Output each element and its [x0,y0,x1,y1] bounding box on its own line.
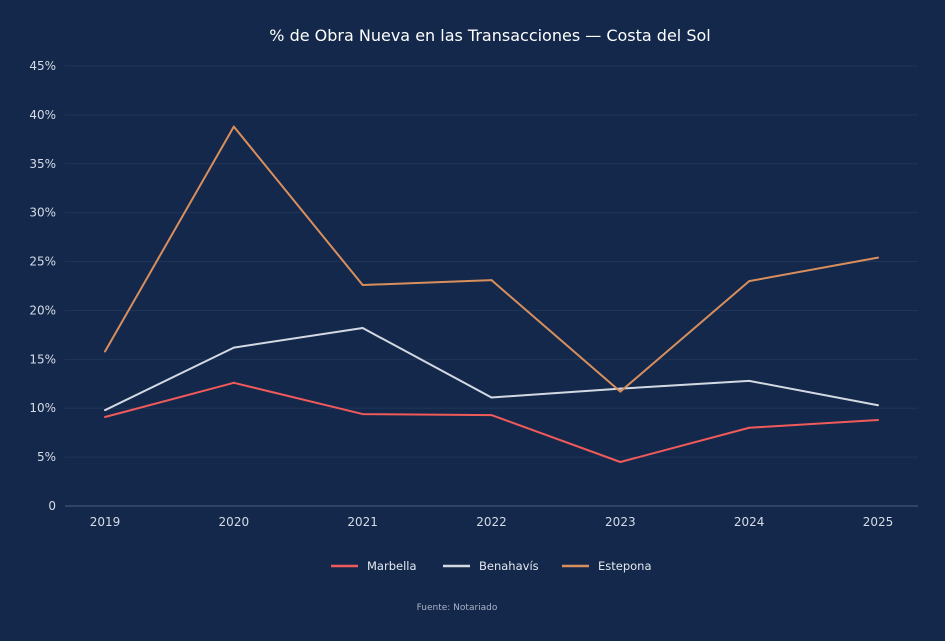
y-tick-label: 40% [29,108,56,122]
y-tick-label: 25% [29,255,56,269]
data-point [232,381,235,384]
data-point [748,426,751,429]
series-lines [104,125,879,463]
data-point [361,327,364,330]
data-point [490,396,493,399]
data-point [748,379,751,382]
legend-label: Marbella [367,559,417,573]
data-point [104,350,106,353]
data-point [619,461,622,463]
chart-title: % de Obra Nueva en las Transacciones — C… [269,26,710,45]
x-tick-label: 2022 [476,515,507,529]
legend-item[interactable]: Marbella [331,559,417,573]
series-line-marbella [104,381,879,463]
x-tick-label: 2021 [347,515,378,529]
legend-item[interactable]: Benahavís [443,559,539,573]
data-point [232,125,235,128]
grid [65,65,918,507]
data-point [361,284,364,287]
legend-label: Benahavís [479,559,539,573]
y-tick-label: 20% [29,303,56,317]
data-point [104,416,106,419]
data-point [490,414,493,417]
x-tick-label: 2024 [734,515,765,529]
y-tick-label: 30% [29,206,56,220]
x-tick-label: 2023 [605,515,636,529]
x-tick-label: 2019 [90,515,121,529]
data-point [877,256,879,259]
data-point [361,413,364,416]
y-tick-label: 5% [37,450,56,464]
y-axis: 0 5% 10% 15% 20% 25% 30% 35% 40% 45% [29,59,56,513]
legend: Marbella Benahavís Estepona [331,559,652,573]
series-line-estepona [104,125,879,393]
y-tick-label: 0 [48,499,56,513]
data-point [104,409,106,412]
data-point [877,418,879,421]
source-note: Fuente: Notariado [417,603,498,613]
y-tick-label: 15% [29,352,56,366]
y-tick-label: 10% [29,401,56,415]
x-tick-label: 2020 [219,515,250,529]
legend-item[interactable]: Estepona [562,559,652,573]
data-point [748,280,751,283]
data-point [619,387,622,390]
data-point [490,279,493,282]
data-point [877,404,879,407]
y-tick-label: 45% [29,59,56,73]
x-axis: 2019 2020 2021 2022 2023 2024 2025 [90,515,894,529]
data-point [232,346,235,349]
x-tick-label: 2025 [863,515,894,529]
data-point [619,390,622,393]
y-tick-label: 35% [29,157,56,171]
legend-label: Estepona [598,559,652,573]
